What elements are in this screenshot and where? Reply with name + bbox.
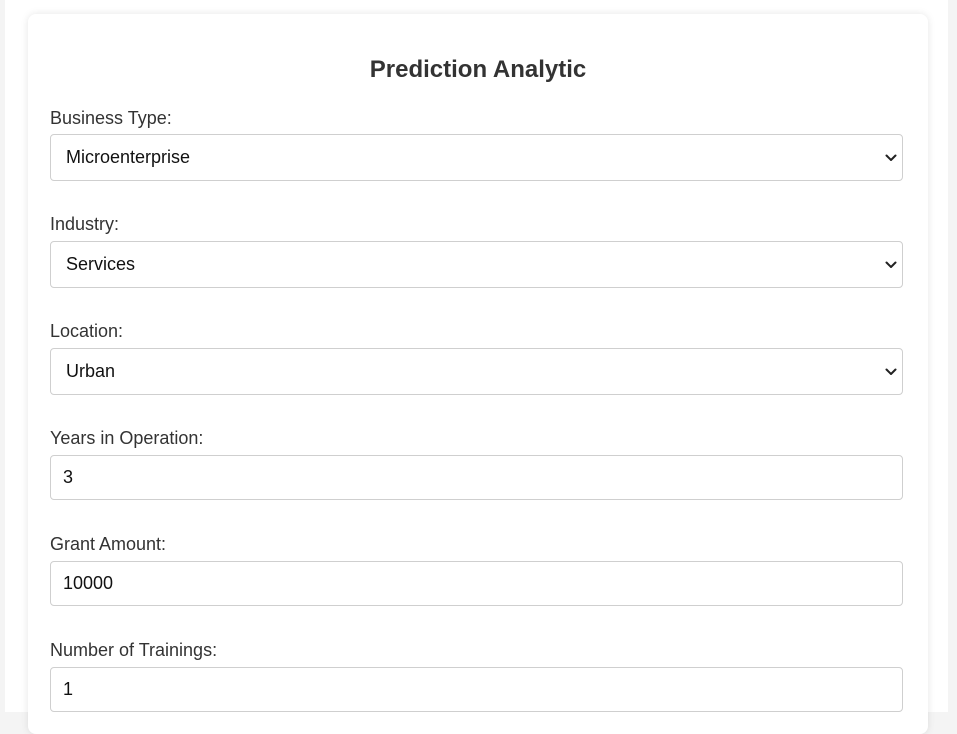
number-of-trainings-label: Number of Trainings: (50, 640, 218, 660)
business-type-label: Business Type: (50, 108, 172, 128)
industry-select[interactable]: Services (50, 241, 903, 288)
grant-amount-input[interactable] (50, 561, 903, 606)
location-value: Urban (66, 361, 116, 381)
chevron-down-icon (884, 151, 898, 165)
chevron-down-icon (884, 258, 898, 272)
business-type-select[interactable]: Microenterprise (50, 134, 903, 181)
prediction-form-card: Prediction Analytic Business Type: Micro… (28, 14, 928, 734)
page-title: Prediction Analytic (369, 56, 587, 83)
page: Prediction Analytic Business Type: Micro… (5, 0, 948, 734)
grant-amount-label: Grant Amount: (50, 534, 167, 554)
location-select[interactable]: Urban (50, 348, 903, 395)
years-in-operation-input[interactable] (50, 455, 903, 500)
chevron-down-icon (884, 365, 898, 379)
number-of-trainings-input[interactable] (50, 667, 903, 712)
business-type-value: Microenterprise (66, 147, 191, 167)
location-label: Location: (50, 321, 124, 341)
industry-value: Services (66, 254, 136, 274)
years-in-operation-label: Years in Operation: (50, 428, 204, 448)
industry-label: Industry: (50, 214, 120, 234)
